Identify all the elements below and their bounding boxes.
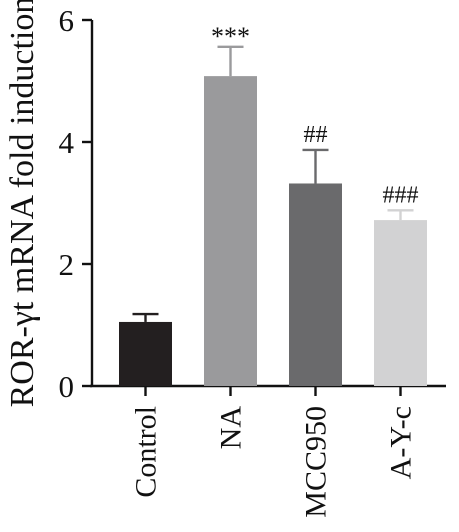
bar — [204, 76, 257, 387]
y-axis-label: ROR-γt mRNA fold induction — [4, 0, 41, 407]
y-tick-label: 0 — [59, 369, 75, 404]
x-tick-label: A-Y-c — [385, 406, 418, 479]
bar — [374, 220, 427, 386]
x-tick-label: MCC950 — [300, 406, 333, 518]
bar — [119, 321, 172, 386]
y-tick-label: 2 — [59, 247, 75, 282]
chart-bars: ***##### — [119, 22, 427, 387]
x-tick-label: Control — [130, 406, 163, 498]
bar — [289, 183, 342, 386]
x-tick-label: NA — [215, 406, 248, 450]
significance-label: *** — [211, 22, 250, 51]
chart-axes: 0 2 4 6 Control NA MCC950 A-Y-c — [59, 3, 446, 518]
significance-label: ## — [304, 122, 328, 148]
y-tick-label: 6 — [59, 3, 75, 38]
y-tick-label: 4 — [59, 125, 75, 160]
significance-label: ### — [383, 182, 419, 208]
